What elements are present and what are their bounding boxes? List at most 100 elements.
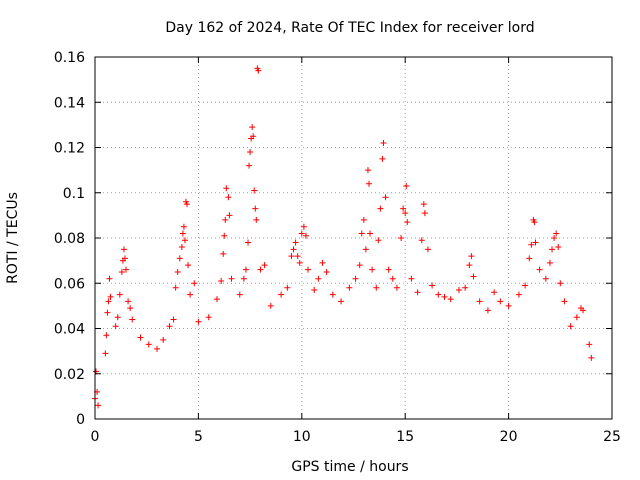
data-point xyxy=(129,316,136,323)
data-point xyxy=(557,280,564,287)
data-point xyxy=(551,235,558,241)
data-point xyxy=(522,282,529,289)
y-tick-label: 0.1 xyxy=(63,186,85,202)
data-point xyxy=(491,289,498,296)
y-tick-labels: 0 0.02 0.04 0.06 0.08 0.1 0.12 0.14 0.16 xyxy=(54,50,85,428)
data-point xyxy=(170,316,177,323)
data-point xyxy=(220,250,227,257)
data-point xyxy=(505,302,512,309)
data-point xyxy=(294,253,301,260)
data-point xyxy=(466,262,473,269)
data-point xyxy=(218,277,225,284)
data-point xyxy=(319,259,326,266)
data-point xyxy=(205,314,212,321)
data-point xyxy=(315,275,322,282)
data-point xyxy=(121,255,128,262)
x-tick-label: 15 xyxy=(396,429,414,445)
data-point xyxy=(528,241,535,248)
data-point xyxy=(255,67,262,74)
y-tick-label: 0.16 xyxy=(54,50,85,66)
data-point xyxy=(166,323,173,330)
data-point xyxy=(366,180,373,187)
data-point xyxy=(369,266,376,273)
data-point xyxy=(484,307,491,314)
data-point xyxy=(549,246,556,253)
data-point xyxy=(420,201,427,208)
x-tick-label: 20 xyxy=(500,429,518,445)
data-point xyxy=(462,284,469,291)
data-point xyxy=(356,262,363,269)
data-point xyxy=(120,246,127,253)
data-point xyxy=(382,194,389,201)
data-point xyxy=(290,246,297,253)
data-point xyxy=(112,323,119,330)
data-point xyxy=(305,266,312,273)
data-point xyxy=(180,223,187,230)
data-point xyxy=(160,336,167,343)
data-point xyxy=(250,133,257,140)
data-point xyxy=(116,291,123,298)
data-point xyxy=(103,332,110,339)
data-point xyxy=(555,244,562,251)
x-tick-label: 25 xyxy=(603,429,621,445)
data-point xyxy=(107,293,114,300)
data-point xyxy=(404,219,411,226)
data-point xyxy=(338,298,345,305)
data-point xyxy=(284,284,291,291)
data-point xyxy=(181,237,188,244)
data-point xyxy=(228,275,235,282)
data-point xyxy=(429,282,436,289)
data-point xyxy=(105,298,112,305)
data-point xyxy=(455,287,462,294)
data-point xyxy=(526,255,533,262)
data-point xyxy=(515,291,522,298)
data-point xyxy=(137,334,144,341)
data-point xyxy=(106,275,113,282)
x-tick-labels: 0 5 10 15 20 25 xyxy=(91,429,621,445)
y-tick-label: 0.14 xyxy=(54,95,85,111)
data-point xyxy=(377,205,384,212)
data-point xyxy=(561,298,568,305)
data-point xyxy=(123,266,130,273)
data-point xyxy=(245,239,252,246)
data-point xyxy=(225,194,232,201)
data-point xyxy=(402,210,409,217)
data-point xyxy=(536,266,543,273)
data-point xyxy=(214,296,221,303)
data-point xyxy=(302,232,309,239)
data-point xyxy=(253,216,260,223)
data-point xyxy=(435,291,442,298)
y-tick-label: 0 xyxy=(76,412,85,428)
data-point xyxy=(311,287,318,294)
data-point xyxy=(154,345,161,352)
chart-title: Day 162 of 2024, Rate Of TEC Index for r… xyxy=(165,20,534,36)
data-point xyxy=(145,341,152,348)
data-point xyxy=(400,205,407,212)
data-point xyxy=(441,293,448,300)
data-points xyxy=(92,65,595,409)
axis-ticks xyxy=(94,56,613,420)
data-point xyxy=(531,219,538,226)
data-point xyxy=(588,354,595,361)
data-point xyxy=(236,291,243,298)
data-point xyxy=(497,298,504,305)
data-point xyxy=(95,402,102,409)
data-point xyxy=(114,314,121,321)
data-point xyxy=(424,246,431,253)
data-point xyxy=(298,230,305,237)
data-point xyxy=(118,268,125,275)
data-point xyxy=(362,246,369,253)
y-tick-label: 0.06 xyxy=(54,276,85,292)
y-axis-label: ROTI / TECUs xyxy=(5,192,21,284)
data-point xyxy=(296,259,303,266)
data-point xyxy=(249,124,256,131)
data-point xyxy=(360,216,367,223)
data-point xyxy=(367,230,374,237)
data-point xyxy=(385,266,392,273)
x-tick-label: 5 xyxy=(194,429,203,445)
data-point xyxy=(252,205,259,212)
data-point xyxy=(364,167,371,174)
grid-lines xyxy=(95,57,612,419)
